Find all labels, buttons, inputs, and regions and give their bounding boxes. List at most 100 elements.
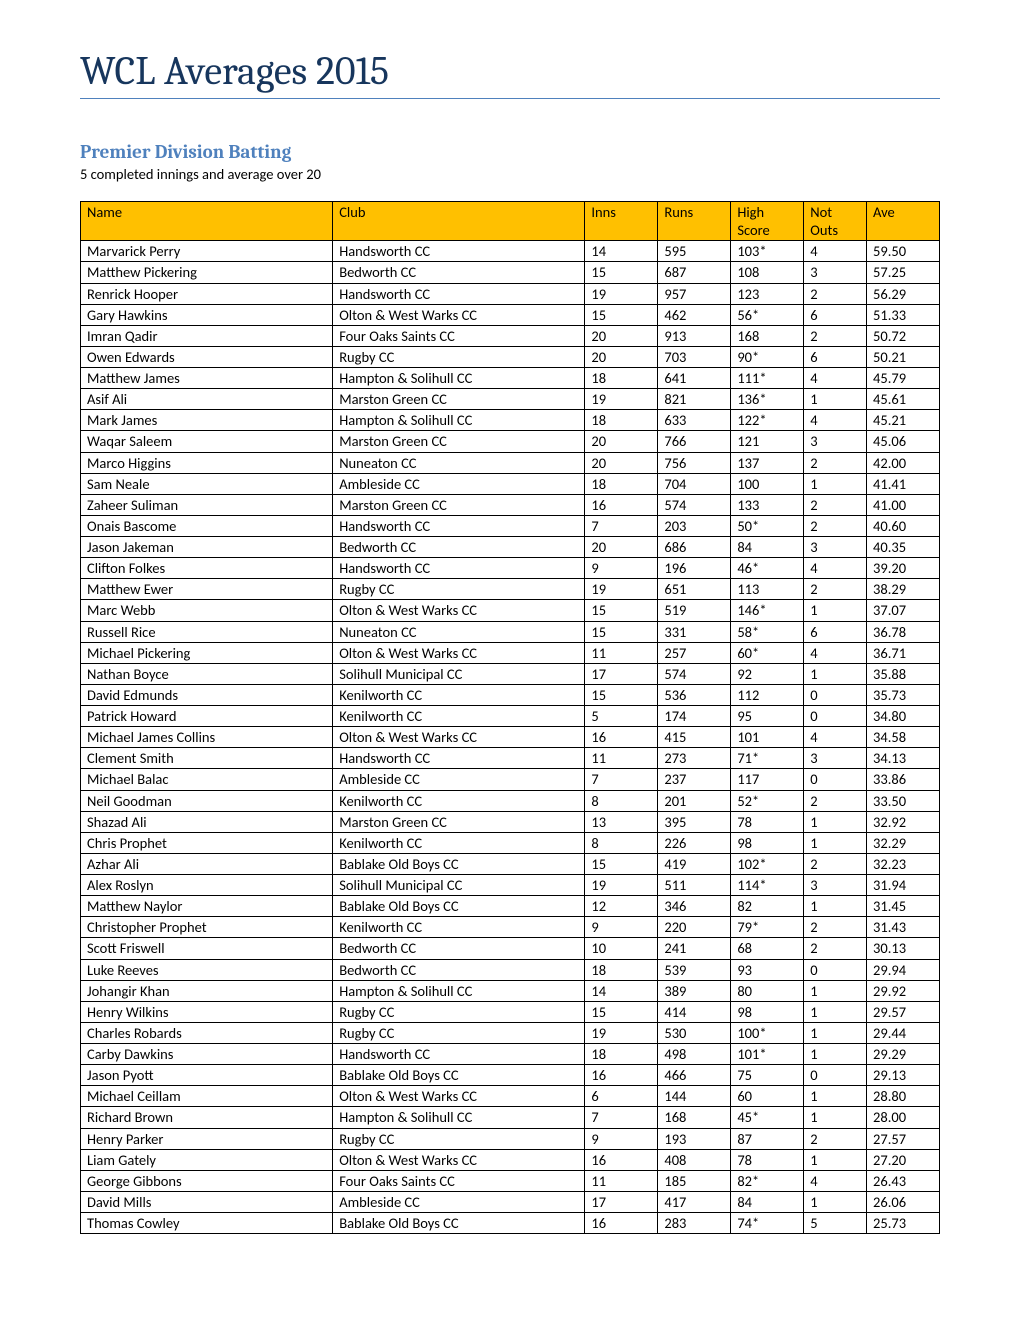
cell-ave: 41.41 xyxy=(867,473,940,494)
cell-name: Liam Gately xyxy=(81,1149,333,1170)
table-row: Liam GatelyOlton & West Warks CC16408781… xyxy=(81,1149,940,1170)
cell-ave: 38.29 xyxy=(867,579,940,600)
cell-nout: 0 xyxy=(804,959,867,980)
cell-name: Alex Roslyn xyxy=(81,875,333,896)
cell-runs: 273 xyxy=(658,748,731,769)
cell-inns: 20 xyxy=(585,431,658,452)
cell-inns: 9 xyxy=(585,558,658,579)
cell-ave: 45.61 xyxy=(867,389,940,410)
cell-high: 114* xyxy=(731,875,804,896)
cell-inns: 19 xyxy=(585,579,658,600)
cell-name: Michael Ceillam xyxy=(81,1086,333,1107)
table-row: Nathan BoyceSolihull Municipal CC1757492… xyxy=(81,663,940,684)
cell-ave: 50.21 xyxy=(867,346,940,367)
cell-inns: 14 xyxy=(585,980,658,1001)
cell-nout: 2 xyxy=(804,325,867,346)
cell-runs: 408 xyxy=(658,1149,731,1170)
cell-high: 68 xyxy=(731,938,804,959)
cell-ave: 29.92 xyxy=(867,980,940,1001)
cell-ave: 28.00 xyxy=(867,1107,940,1128)
cell-club: Nuneaton CC xyxy=(333,621,585,642)
cell-high: 100* xyxy=(731,1022,804,1043)
cell-ave: 36.78 xyxy=(867,621,940,642)
cell-ave: 31.94 xyxy=(867,875,940,896)
cell-high: 101* xyxy=(731,1044,804,1065)
cell-inns: 11 xyxy=(585,1170,658,1191)
table-row: Marco HigginsNuneaton CC20756137242.00 xyxy=(81,452,940,473)
cell-runs: 633 xyxy=(658,410,731,431)
cell-ave: 35.88 xyxy=(867,663,940,684)
cell-high: 123 xyxy=(731,283,804,304)
cell-club: Rugby CC xyxy=(333,1001,585,1022)
cell-high: 87 xyxy=(731,1128,804,1149)
table-row: Matthew EwerRugby CC19651113238.29 xyxy=(81,579,940,600)
cell-club: Hampton & Solihull CC xyxy=(333,410,585,431)
cell-inns: 15 xyxy=(585,853,658,874)
cell-inns: 11 xyxy=(585,748,658,769)
cell-nout: 2 xyxy=(804,283,867,304)
cell-ave: 50.72 xyxy=(867,325,940,346)
cell-runs: 417 xyxy=(658,1191,731,1212)
cell-club: Kenilworth CC xyxy=(333,790,585,811)
cell-inns: 20 xyxy=(585,537,658,558)
cell-nout: 3 xyxy=(804,875,867,896)
cell-high: 52* xyxy=(731,790,804,811)
cell-club: Handsworth CC xyxy=(333,241,585,262)
cell-ave: 29.13 xyxy=(867,1065,940,1086)
cell-nout: 1 xyxy=(804,473,867,494)
cell-ave: 32.29 xyxy=(867,832,940,853)
cell-runs: 539 xyxy=(658,959,731,980)
cell-runs: 174 xyxy=(658,706,731,727)
cell-club: Bablake Old Boys CC xyxy=(333,1065,585,1086)
cell-runs: 686 xyxy=(658,537,731,558)
table-row: David MillsAmbleside CC1741784126.06 xyxy=(81,1191,940,1212)
cell-club: Olton & West Warks CC xyxy=(333,304,585,325)
cell-runs: 185 xyxy=(658,1170,731,1191)
cell-high: 60 xyxy=(731,1086,804,1107)
cell-high: 82 xyxy=(731,896,804,917)
table-row: Renrick HooperHandsworth CC19957123256.2… xyxy=(81,283,940,304)
cell-name: Chris Prophet xyxy=(81,832,333,853)
cell-club: Solihull Municipal CC xyxy=(333,875,585,896)
cell-runs: 595 xyxy=(658,241,731,262)
cell-ave: 41.00 xyxy=(867,494,940,515)
cell-nout: 1 xyxy=(804,811,867,832)
cell-name: Onais Bascome xyxy=(81,515,333,536)
cell-nout: 4 xyxy=(804,241,867,262)
cell-runs: 226 xyxy=(658,832,731,853)
cell-high: 90* xyxy=(731,346,804,367)
cell-club: Kenilworth CC xyxy=(333,917,585,938)
cell-nout: 1 xyxy=(804,832,867,853)
page-title: WCL Averages 2015 xyxy=(80,48,940,99)
cell-inns: 19 xyxy=(585,1022,658,1043)
cell-nout: 6 xyxy=(804,346,867,367)
cell-runs: 519 xyxy=(658,600,731,621)
cell-nout: 2 xyxy=(804,1128,867,1149)
cell-name: Azhar Ali xyxy=(81,853,333,874)
cell-ave: 30.13 xyxy=(867,938,940,959)
cell-name: Sam Neale xyxy=(81,473,333,494)
cell-high: 133 xyxy=(731,494,804,515)
cell-runs: 756 xyxy=(658,452,731,473)
table-row: Owen EdwardsRugby CC2070390*650.21 xyxy=(81,346,940,367)
cell-nout: 1 xyxy=(804,980,867,1001)
cell-club: Kenilworth CC xyxy=(333,832,585,853)
cell-name: George Gibbons xyxy=(81,1170,333,1191)
cell-name: Matthew Naylor xyxy=(81,896,333,917)
cell-nout: 1 xyxy=(804,663,867,684)
cell-club: Handsworth CC xyxy=(333,748,585,769)
cell-name: Nathan Boyce xyxy=(81,663,333,684)
cell-inns: 16 xyxy=(585,1213,658,1234)
table-row: Thomas CowleyBablake Old Boys CC1628374*… xyxy=(81,1213,940,1234)
cell-name: Imran Qadir xyxy=(81,325,333,346)
cell-ave: 39.20 xyxy=(867,558,940,579)
cell-ave: 42.00 xyxy=(867,452,940,473)
cell-runs: 651 xyxy=(658,579,731,600)
cell-high: 100 xyxy=(731,473,804,494)
cell-inns: 18 xyxy=(585,959,658,980)
table-row: Russell RiceNuneaton CC1533158*636.78 xyxy=(81,621,940,642)
table-row: Luke ReevesBedworth CC1853993029.94 xyxy=(81,959,940,980)
cell-name: Shazad Ali xyxy=(81,811,333,832)
cell-name: David Mills xyxy=(81,1191,333,1212)
cell-runs: 414 xyxy=(658,1001,731,1022)
